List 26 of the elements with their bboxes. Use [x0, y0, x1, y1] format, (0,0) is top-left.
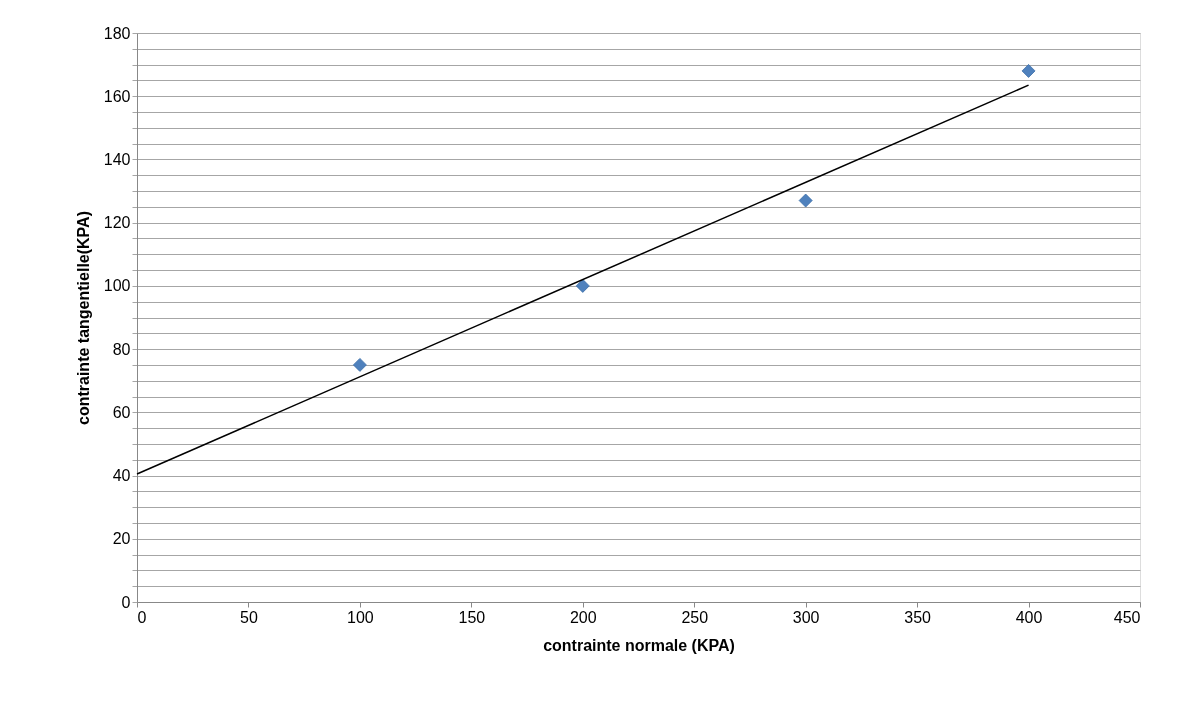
x-tick-label: 50	[240, 608, 258, 626]
x-tick-label: 200	[569, 608, 597, 626]
point	[352, 358, 367, 372]
y-tick-label: 80	[112, 340, 131, 358]
y-axis-title: contrainte tangentielle(KPA)	[74, 211, 92, 425]
y-tick-label: 0	[121, 593, 131, 611]
y-tick-label: 40	[112, 467, 131, 485]
x-tick-label: 300	[792, 608, 820, 626]
point	[575, 278, 590, 293]
point	[1021, 64, 1036, 78]
y-tick-label: 20	[112, 530, 131, 548]
x-tick-label: 450	[1113, 608, 1141, 626]
x-tick-label: 250	[681, 608, 709, 626]
y-tick-label: 60	[112, 403, 131, 421]
x-tick-label: 0	[137, 608, 147, 626]
x-tick-label: 100	[347, 608, 374, 626]
y-tick-label: 100	[103, 277, 131, 295]
x-tick-label: 350	[904, 608, 932, 626]
y-tick-label: 180	[103, 24, 131, 42]
y-tick-label: 160	[103, 87, 131, 105]
y-tick-label: 140	[103, 150, 131, 168]
x-axis-title: contrainte normale (KPA)	[543, 636, 735, 654]
y-tick-label: 120	[103, 214, 131, 232]
x-tick-label: 400	[1015, 608, 1043, 626]
x-tick-label: 150	[458, 608, 486, 626]
point	[798, 193, 813, 208]
